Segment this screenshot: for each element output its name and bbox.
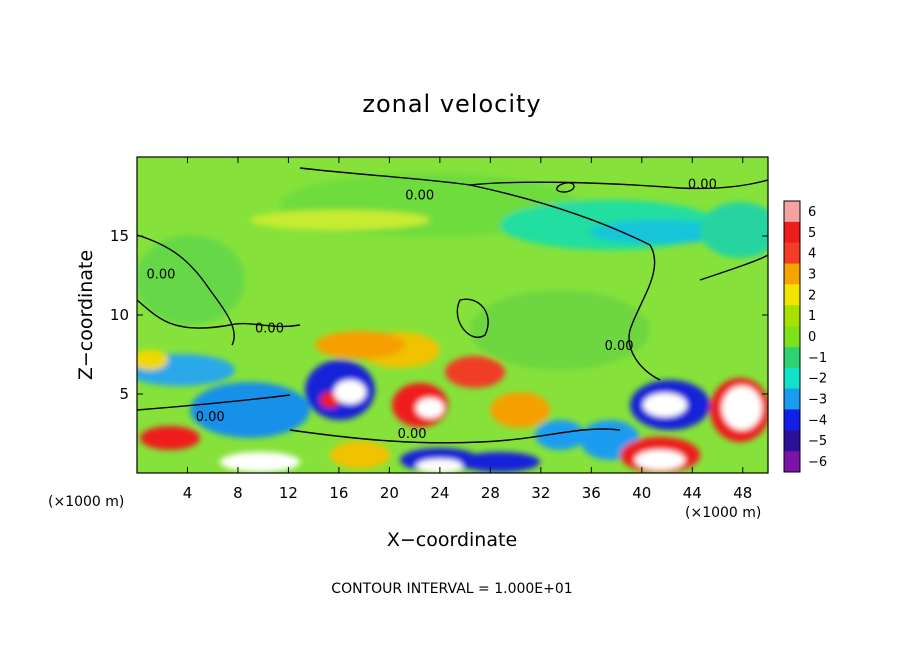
colorbar-tick-label: −2: [808, 372, 827, 387]
x-unit-label: (×1000 m): [48, 494, 124, 510]
colorbar-tick-label: −5: [808, 434, 827, 449]
colorbar-swatch: [784, 284, 800, 306]
colorbar-swatch: [784, 367, 800, 390]
x-axis: 4 8 12 16 20 24 28 32 36 40 44 48: [183, 157, 752, 502]
contour-label: 0.00: [605, 339, 634, 354]
colorbar-tick-label: 0: [808, 330, 816, 345]
colorbar-swatch: [784, 430, 800, 452]
chart-title: zonal velocity: [362, 90, 541, 118]
colorbar: 6 5 4 3 2 1 0 −1 −2 −3 −4 −5 −6: [783, 200, 827, 473]
colorbar-tick-label: 3: [808, 267, 816, 282]
y-tick-label: 10: [110, 306, 129, 324]
x-tick-label: 28: [481, 484, 500, 502]
x-unit-label-right: (×1000 m): [685, 505, 761, 521]
colorbar-tick-label: 4: [808, 247, 816, 262]
contour-label: 0.00: [255, 321, 284, 336]
colorbar-tick-label: −6: [808, 455, 827, 470]
colorbar-tick-label: 6: [808, 205, 816, 220]
colorbar-swatch: [784, 409, 800, 431]
colorbar-swatch: [784, 263, 800, 285]
colorbar-swatch: [784, 201, 800, 223]
contour-label: 0.00: [688, 178, 717, 193]
contour-label: 0.00: [196, 410, 225, 425]
x-tick-label: 16: [329, 484, 348, 502]
x-tick-label: 24: [430, 484, 449, 502]
contour-label: 0.00: [398, 427, 427, 442]
colorbar-swatch: [784, 451, 800, 473]
x-axis-label: X−coordinate: [387, 529, 517, 551]
x-tick-label: 44: [683, 484, 702, 502]
y-tick-label: 15: [110, 227, 129, 245]
colorbar-swatch: [784, 346, 800, 369]
colorbar-tick-label: −1: [808, 351, 827, 366]
x-tick-label: 20: [380, 484, 399, 502]
zero-contours: [137, 167, 768, 444]
colorbar-tick-label: 5: [808, 226, 816, 241]
colorbar-swatch: [784, 221, 800, 244]
y-axis-label: Z−coordinate: [75, 250, 97, 380]
colorbar-tick-label: −4: [808, 413, 827, 428]
colorbar-tick-label: 1: [808, 309, 816, 324]
x-tick-label: 40: [632, 484, 651, 502]
colorbar-swatch: [784, 305, 800, 327]
x-tick-label: 48: [733, 484, 752, 502]
x-tick-label: 12: [279, 484, 298, 502]
colorbar-tick-label: −3: [808, 393, 827, 408]
y-axis: 5 10 15: [110, 227, 768, 403]
colorbar-swatch: [784, 242, 800, 265]
x-tick-label: 8: [233, 484, 243, 502]
contour-labels: 0.00 0.00 0.00 0.00 0.00 0.00 0.00: [147, 178, 717, 443]
y-tick-label: 5: [119, 385, 129, 403]
x-tick-label: 32: [531, 484, 550, 502]
contour-interval-note: CONTOUR INTERVAL = 1.000E+01: [331, 581, 572, 597]
colorbar-tick-label: 2: [808, 288, 816, 303]
x-tick-label: 36: [582, 484, 601, 502]
x-tick-label: 4: [183, 484, 193, 502]
colorbar-frame: [783, 200, 801, 473]
colorbar-swatch: [784, 326, 800, 348]
velocity-field: [137, 157, 768, 473]
colorbar-swatch: [784, 388, 800, 410]
contour-label: 0.00: [147, 268, 176, 283]
contour-label: 0.00: [405, 189, 434, 204]
